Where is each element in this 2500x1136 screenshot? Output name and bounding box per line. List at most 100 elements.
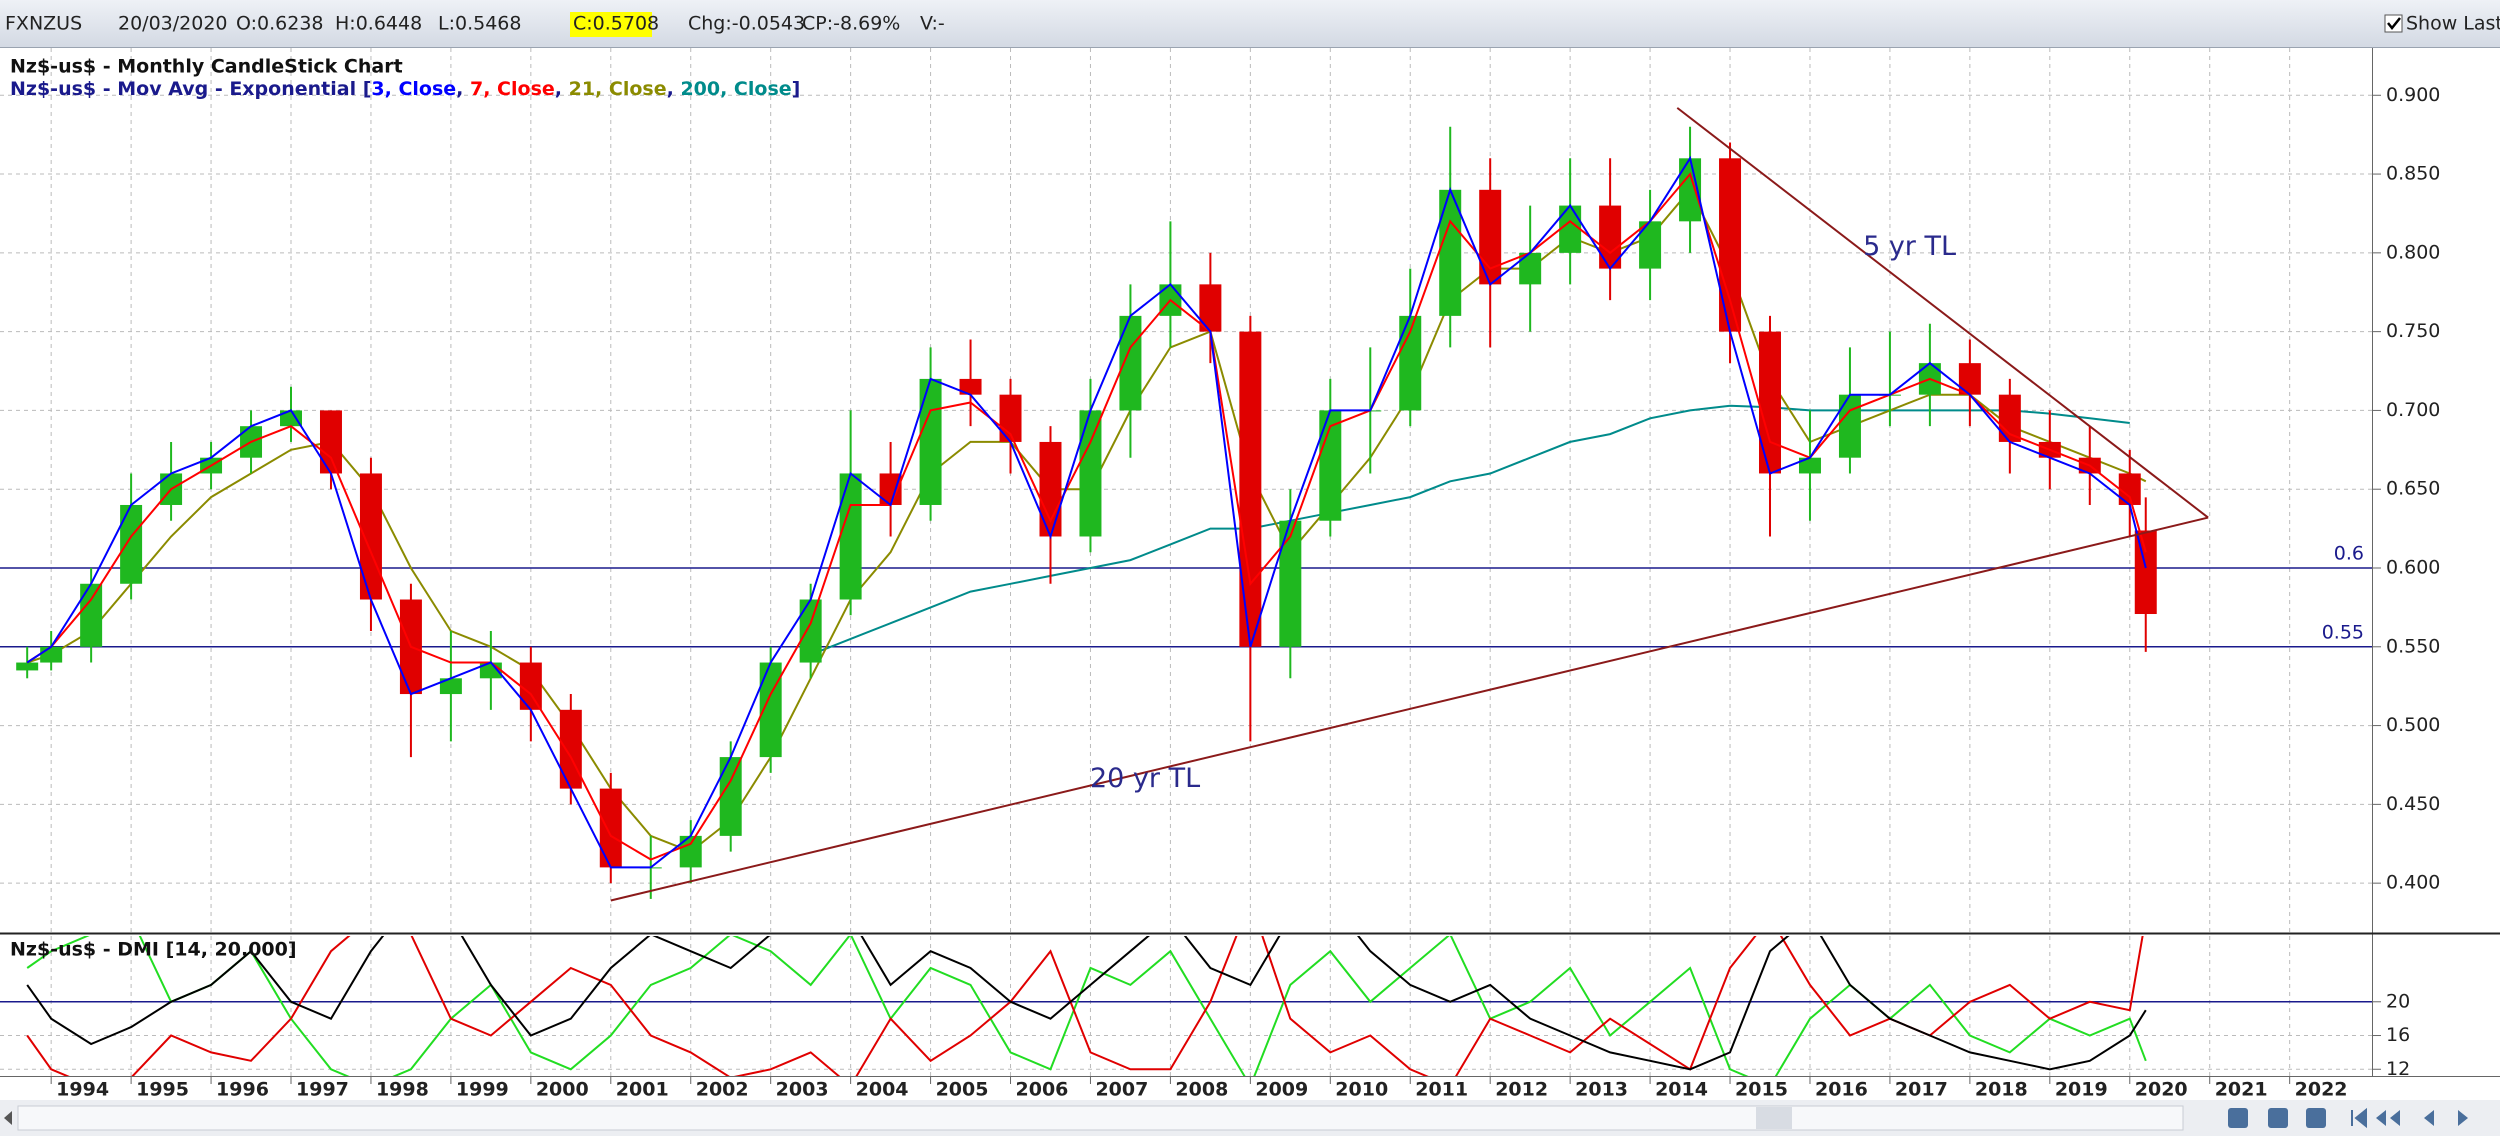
close-value: C:0.5708	[573, 13, 659, 35]
line-series	[26, 936, 2147, 1076]
checkmark	[2387, 17, 2401, 31]
y-tick-label: 0.650	[2386, 478, 2440, 500]
x-tick-label: 2008	[1175, 1079, 1228, 1101]
candle-body	[1439, 189, 1462, 316]
candle-body	[319, 410, 342, 474]
level-label: 0.55	[2322, 621, 2364, 643]
x-tick-label: 2021	[2215, 1079, 2268, 1101]
low-value: L:0.5468	[438, 13, 521, 35]
candle-body	[1479, 189, 1502, 285]
x-tick-label: 1999	[456, 1079, 509, 1101]
scrollbar-thumb[interactable]	[1756, 1107, 1792, 1129]
candle-body	[1679, 158, 1702, 222]
x-tick-label: 2006	[1016, 1079, 1069, 1101]
legend-entry: 3, Close	[371, 78, 456, 100]
line-series	[26, 936, 2144, 1076]
x-tick-label: 1995	[136, 1079, 189, 1101]
y-tick-label: 0.700	[2386, 399, 2440, 421]
candle-body	[1319, 410, 1342, 521]
trendline-label: 5 yr TL	[1863, 231, 1956, 262]
dmi-title: Nz$-us$ - DMI [14, 20.000]	[10, 939, 297, 961]
prev-button[interactable]	[2424, 1110, 2434, 1126]
legend-separator: ,	[456, 78, 470, 100]
y-tick-label: 0.400	[2386, 872, 2440, 894]
candle-body	[1958, 363, 1981, 395]
x-tick-label: 2017	[1895, 1079, 1948, 1101]
zoom-button[interactable]	[2268, 1108, 2288, 1128]
x-tick-label: 2000	[536, 1079, 589, 1101]
line-series	[26, 936, 2147, 1071]
legend-entry: 200, Close	[680, 78, 791, 100]
candle-body	[80, 583, 103, 647]
candle-body	[919, 378, 942, 505]
y-tick-label: 0.550	[2386, 635, 2440, 657]
candle-body	[439, 678, 462, 695]
axes: 1994 1995 1996 1997 1998 1999 2000 2001 2002 2003…	[50, 84, 2440, 1101]
y-tick-label: 0.850	[2386, 163, 2440, 185]
x-tick-label: 2004	[856, 1079, 909, 1101]
y-tick-label: 12	[2386, 1058, 2410, 1080]
change-percent: CP:-8.69%	[802, 13, 900, 35]
trendline-label: 20 yr TL	[1090, 763, 1200, 794]
indicator-legend: Nz$-us$ - Mov Avg - Exponential [3, Clos…	[10, 78, 800, 100]
date: 20/03/2020	[118, 13, 228, 35]
candle-body	[1399, 315, 1422, 411]
y-tick-label: 0.500	[2386, 714, 2440, 736]
x-tick-label: 1994	[56, 1079, 109, 1101]
line-series	[810, 404, 2130, 656]
show-last-label[interactable]: Show Last	[2406, 13, 2500, 35]
candle-body	[599, 788, 622, 868]
next-button[interactable]	[2458, 1110, 2468, 1126]
toolbar	[0, 0, 2500, 48]
candle-body	[2134, 530, 2157, 615]
x-tick-label: 2010	[1335, 1079, 1388, 1101]
candle-body	[1279, 520, 1302, 647]
legend-separator: ,	[555, 78, 569, 100]
y-tick-label: 0.600	[2386, 557, 2440, 579]
volume-value: V:-	[920, 13, 945, 35]
candle-body	[1079, 410, 1102, 537]
candle-body	[1759, 331, 1781, 474]
x-tick-label: 2014	[1655, 1079, 1708, 1101]
x-tick-label: 2015	[1735, 1079, 1788, 1101]
candle-body	[519, 662, 542, 710]
candle-body	[1838, 394, 1861, 458]
candle-body	[1199, 284, 1222, 332]
high-value: H:0.6448	[335, 13, 422, 35]
candle-body	[2118, 473, 2141, 505]
chart-title: Nz$-us$ - Monthly CandleStick Chart	[10, 56, 403, 78]
x-tick-label: 2003	[776, 1079, 829, 1101]
candle-body	[559, 709, 582, 789]
candle-body	[959, 378, 982, 395]
x-tick-label: 2001	[616, 1079, 669, 1101]
x-tick-label: 2018	[1975, 1079, 2028, 1101]
y-tick-label: 0.800	[2386, 241, 2440, 263]
candle-body	[359, 473, 382, 600]
candle-body	[679, 835, 702, 868]
candle-body	[1239, 331, 1262, 647]
x-tick-label: 2020	[2135, 1079, 2188, 1101]
trendline	[610, 516, 2209, 902]
y-tick-label: 0.750	[2386, 320, 2440, 342]
x-tick-label: 2007	[1095, 1079, 1148, 1101]
zoom-button[interactable]	[2306, 1108, 2326, 1128]
candle-body	[719, 757, 742, 836]
candle-body	[16, 662, 39, 671]
x-tick-label: 2012	[1495, 1079, 1548, 1101]
x-tick-label: 1996	[216, 1079, 269, 1101]
price-plot: 20 yr TL 5 yr TL	[0, 107, 2372, 902]
first-button[interactable]	[2351, 1107, 2367, 1129]
candle-body	[1719, 158, 1742, 332]
zoom-button[interactable]	[2228, 1108, 2248, 1128]
x-tick-label: 1998	[376, 1079, 429, 1101]
candle-body	[879, 473, 902, 505]
grid	[0, 48, 2372, 1076]
candle-body	[1519, 252, 1542, 285]
y-tick-label: 0.900	[2386, 84, 2440, 106]
x-tick-label: 2011	[1415, 1079, 1468, 1101]
scrollbar-track[interactable]	[17, 1105, 2184, 1131]
scroll-left[interactable]	[4, 1111, 12, 1125]
line-series	[26, 155, 2147, 869]
rewind-button[interactable]	[2376, 1110, 2400, 1126]
